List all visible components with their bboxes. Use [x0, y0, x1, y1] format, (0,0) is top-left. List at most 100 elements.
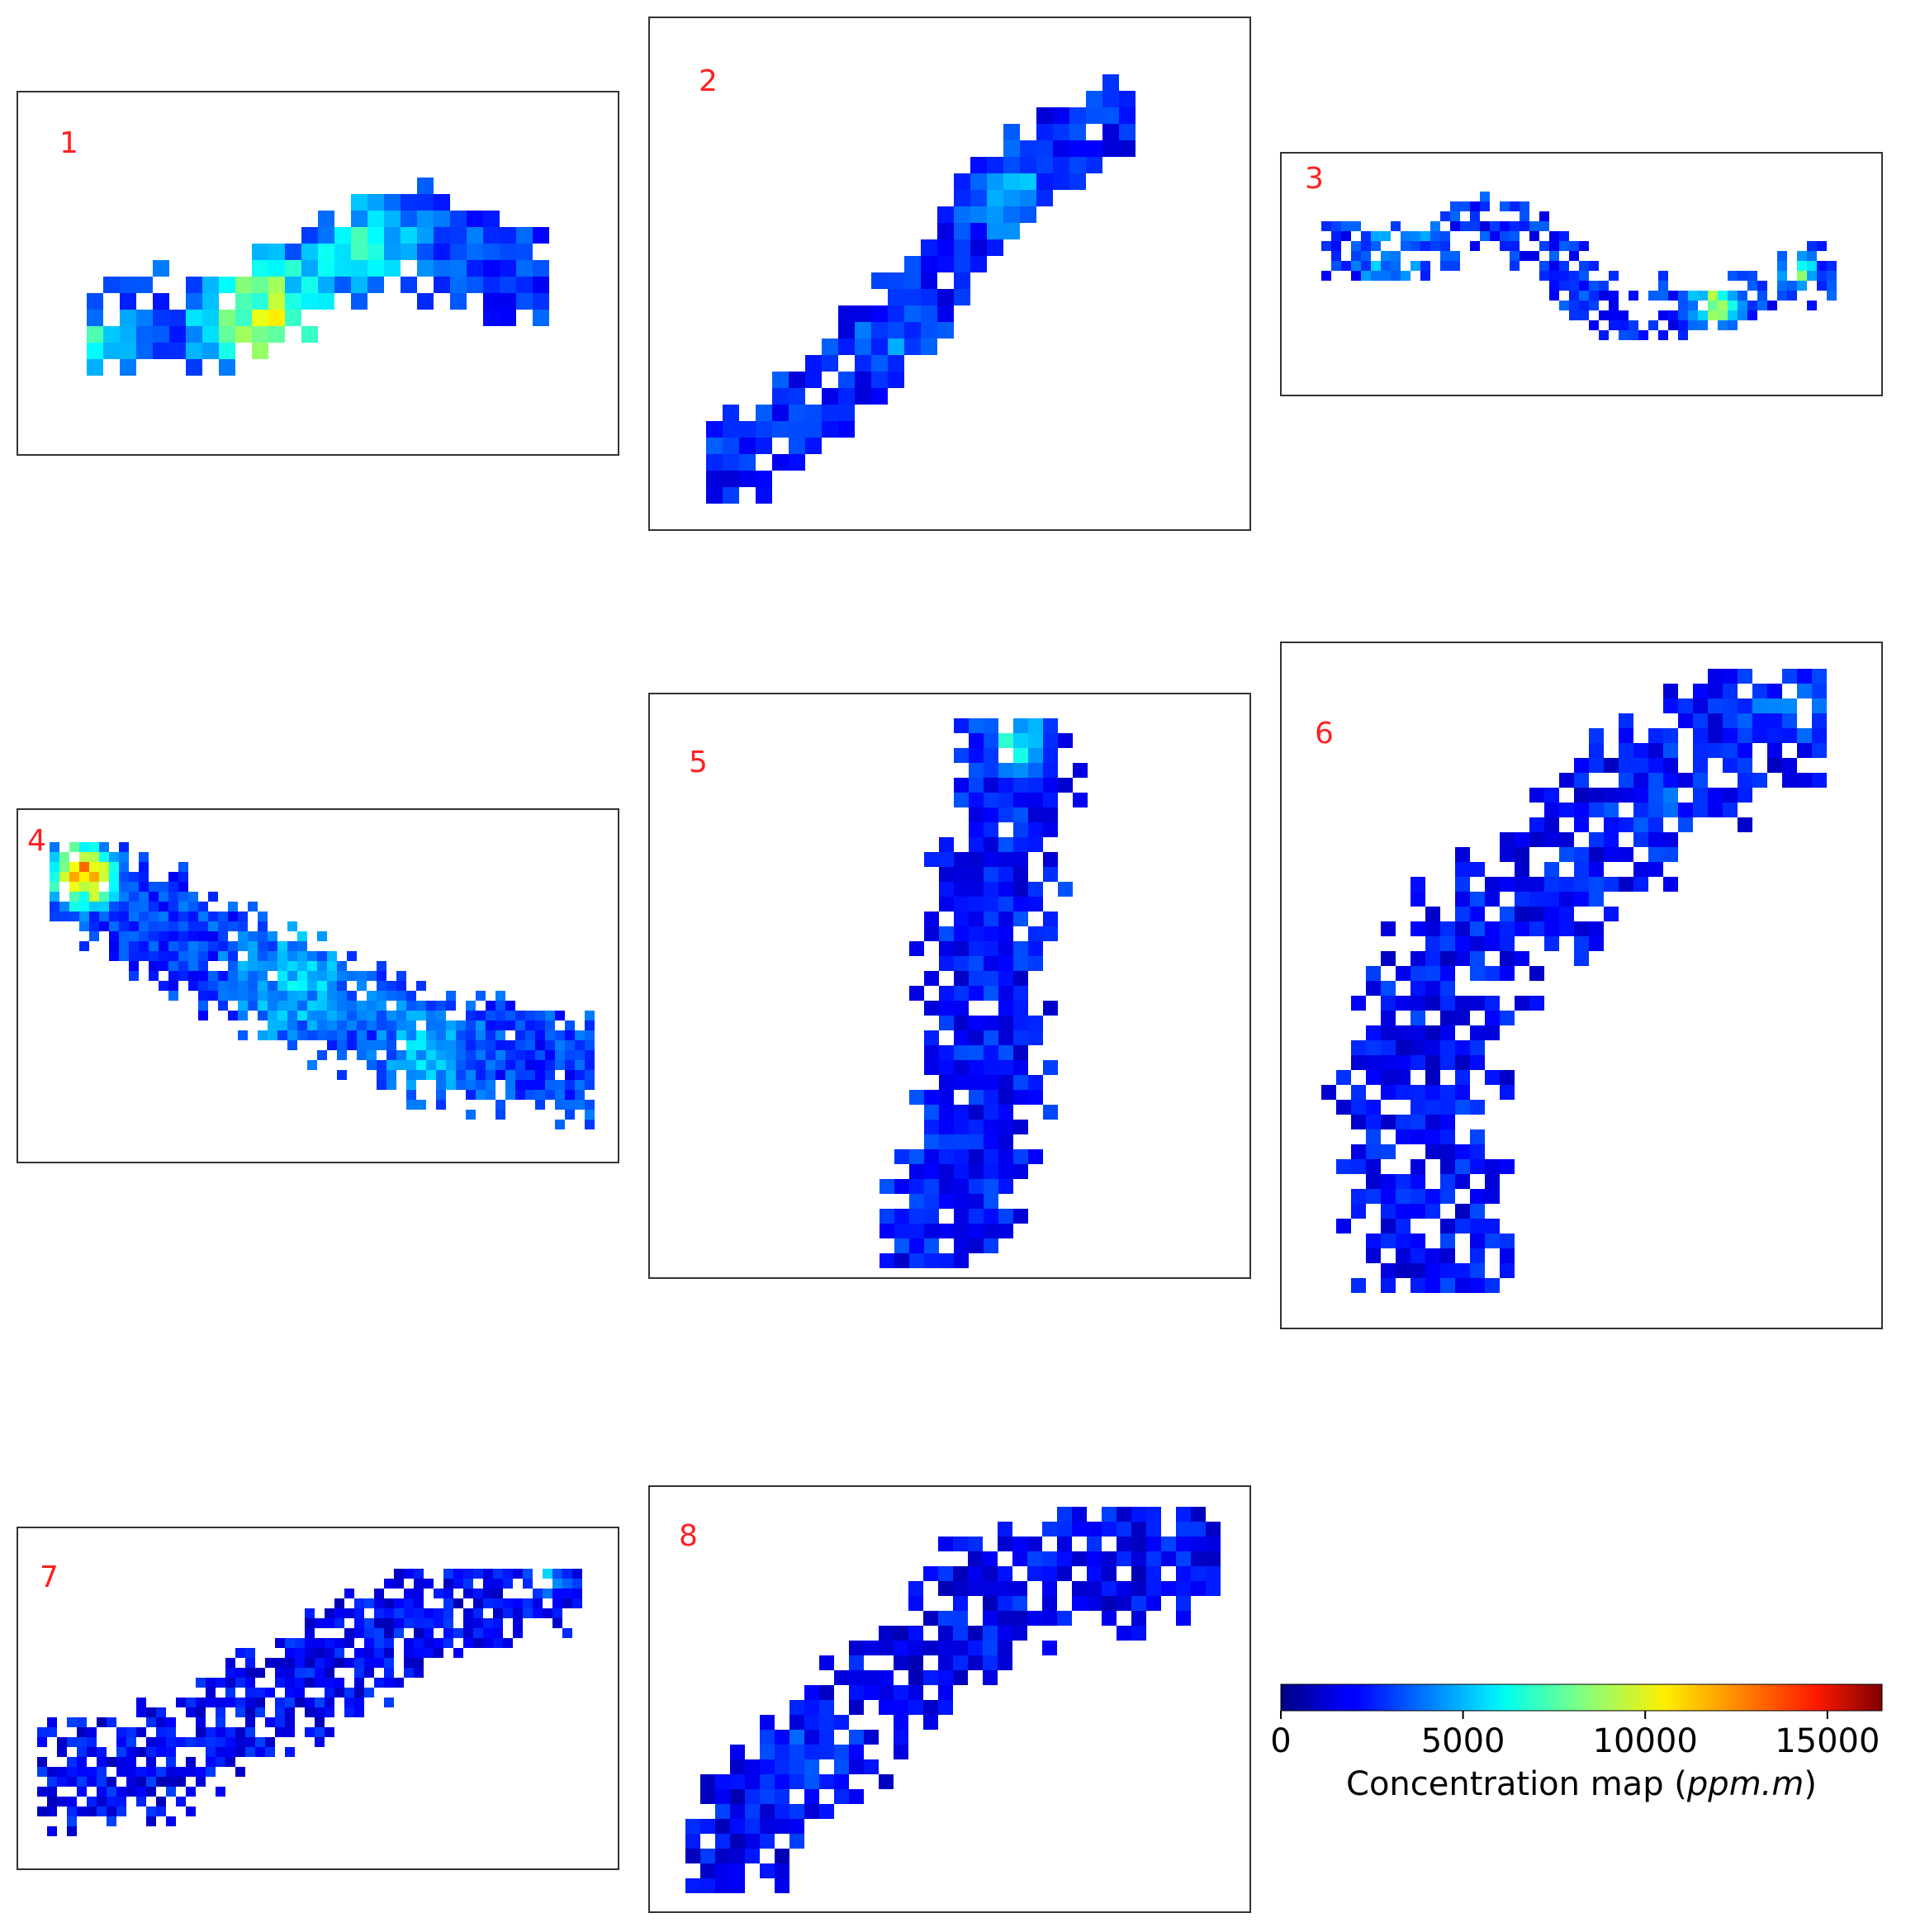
concentration-cell [515, 1060, 525, 1070]
concentration-cell [515, 1030, 525, 1040]
concentration-cell [354, 1648, 364, 1658]
concentration-cell [463, 1638, 473, 1648]
concentration-cell [87, 310, 103, 326]
concentration-cell [1366, 1100, 1381, 1115]
concentration-cell [367, 1011, 377, 1020]
concentration-cell [265, 1688, 275, 1698]
concentration-cell [307, 1011, 317, 1020]
concentration-cell [394, 1628, 404, 1638]
concentration-cell [87, 1767, 97, 1777]
concentration-cell [706, 454, 723, 471]
concentration-cell [1003, 140, 1020, 157]
concentration-cell [406, 1070, 416, 1080]
concentration-cell [275, 1658, 285, 1668]
concentration-cell [351, 293, 367, 310]
concentration-cell [723, 487, 739, 504]
concentration-cell [305, 1707, 315, 1717]
concentration-cell [730, 1774, 745, 1789]
concentration-cell [1510, 241, 1520, 251]
concentration-cell [984, 1016, 998, 1030]
concentration-cell [998, 837, 1013, 852]
concentration-cell [1072, 1581, 1087, 1596]
concentration-cell [357, 1011, 367, 1020]
colorbar-title: Concentration map (ppm.m) [1346, 1765, 1817, 1803]
concentration-cell [446, 991, 456, 1001]
concentration-cell [775, 1804, 789, 1819]
concentration-cell [374, 1648, 384, 1658]
concentration-cell [1351, 251, 1361, 261]
concentration-cell [218, 912, 228, 921]
concentration-cell [219, 343, 235, 359]
concentration-cell [1485, 1025, 1500, 1040]
concentration-cell [1807, 251, 1817, 261]
concentration-cell [1589, 291, 1599, 301]
concentration-cell [1747, 310, 1757, 320]
concentration-cell [575, 1030, 585, 1040]
concentration-cell [1648, 320, 1658, 330]
concentration-cell [287, 1011, 297, 1020]
concentration-cell [166, 1816, 176, 1826]
concentration-cell [456, 1040, 466, 1050]
concentration-cell [819, 1774, 834, 1789]
concentration-cell [756, 487, 772, 504]
concentration-cell [739, 454, 756, 471]
concentration-cell [367, 1001, 377, 1011]
colorbar-tick-label: 5000 [1421, 1722, 1505, 1760]
concentration-cell [255, 1707, 265, 1717]
concentration-cell [386, 1011, 396, 1020]
concentration-cell [344, 1707, 354, 1717]
concentration-cell [1425, 996, 1440, 1011]
concentration-cell [855, 372, 871, 388]
concentration-cell [1366, 981, 1381, 996]
concentration-cell [535, 1040, 545, 1050]
concentration-cell [287, 1040, 297, 1050]
concentration-cell [1455, 907, 1470, 921]
concentration-cell [216, 1747, 225, 1757]
concentration-cell [730, 1878, 745, 1893]
concentration-cell [760, 1759, 775, 1774]
concentration-cell [1057, 1611, 1072, 1626]
concentration-cell [921, 339, 937, 355]
concentration-cell [939, 1134, 954, 1149]
concentration-cell [1589, 803, 1604, 817]
concentration-cell [1057, 1566, 1072, 1581]
concentration-cell [1119, 124, 1136, 140]
concentration-cell [1619, 743, 1633, 758]
concentration-cell [1396, 1025, 1411, 1040]
concentration-cell [1693, 713, 1708, 728]
concentration-cell [196, 1707, 206, 1717]
concentration-cell [258, 1011, 268, 1020]
concentration-cell [325, 1648, 334, 1658]
concentration-cell [367, 1050, 377, 1060]
concentration-cell [396, 1020, 406, 1030]
concentration-cell [87, 343, 103, 359]
concentration-cell [1485, 1070, 1500, 1085]
concentration-cell [924, 1149, 939, 1164]
concentration-cell [1013, 1030, 1028, 1045]
concentration-cell [176, 1767, 186, 1777]
concentration-cell [1539, 221, 1549, 231]
concentration-cell [120, 326, 136, 343]
concentration-cell [401, 227, 417, 244]
concentration-cell [297, 931, 307, 941]
concentration-cell [984, 837, 998, 852]
concentration-cell [436, 1011, 446, 1020]
concentration-cell [374, 1628, 384, 1638]
concentration-cell [186, 1807, 196, 1816]
concentration-cell [297, 971, 307, 981]
concentration-cell [1767, 698, 1782, 713]
concentration-cell [146, 1807, 156, 1816]
concentration-cell [1381, 1085, 1396, 1100]
concentration-cell [1544, 817, 1559, 832]
concentration-cell [545, 1070, 555, 1080]
concentration-cell [1321, 241, 1331, 251]
concentration-cell [416, 981, 426, 991]
colorbar-tick-label: 0 [1270, 1722, 1291, 1760]
concentration-cell [386, 1020, 396, 1030]
concentration-cell [1176, 1611, 1191, 1626]
concentration-cell [834, 1670, 849, 1685]
concentration-cell [178, 921, 188, 931]
concentration-cell [1767, 301, 1777, 310]
concentration-cell [1396, 996, 1411, 1011]
concentration-cell [206, 1688, 216, 1698]
